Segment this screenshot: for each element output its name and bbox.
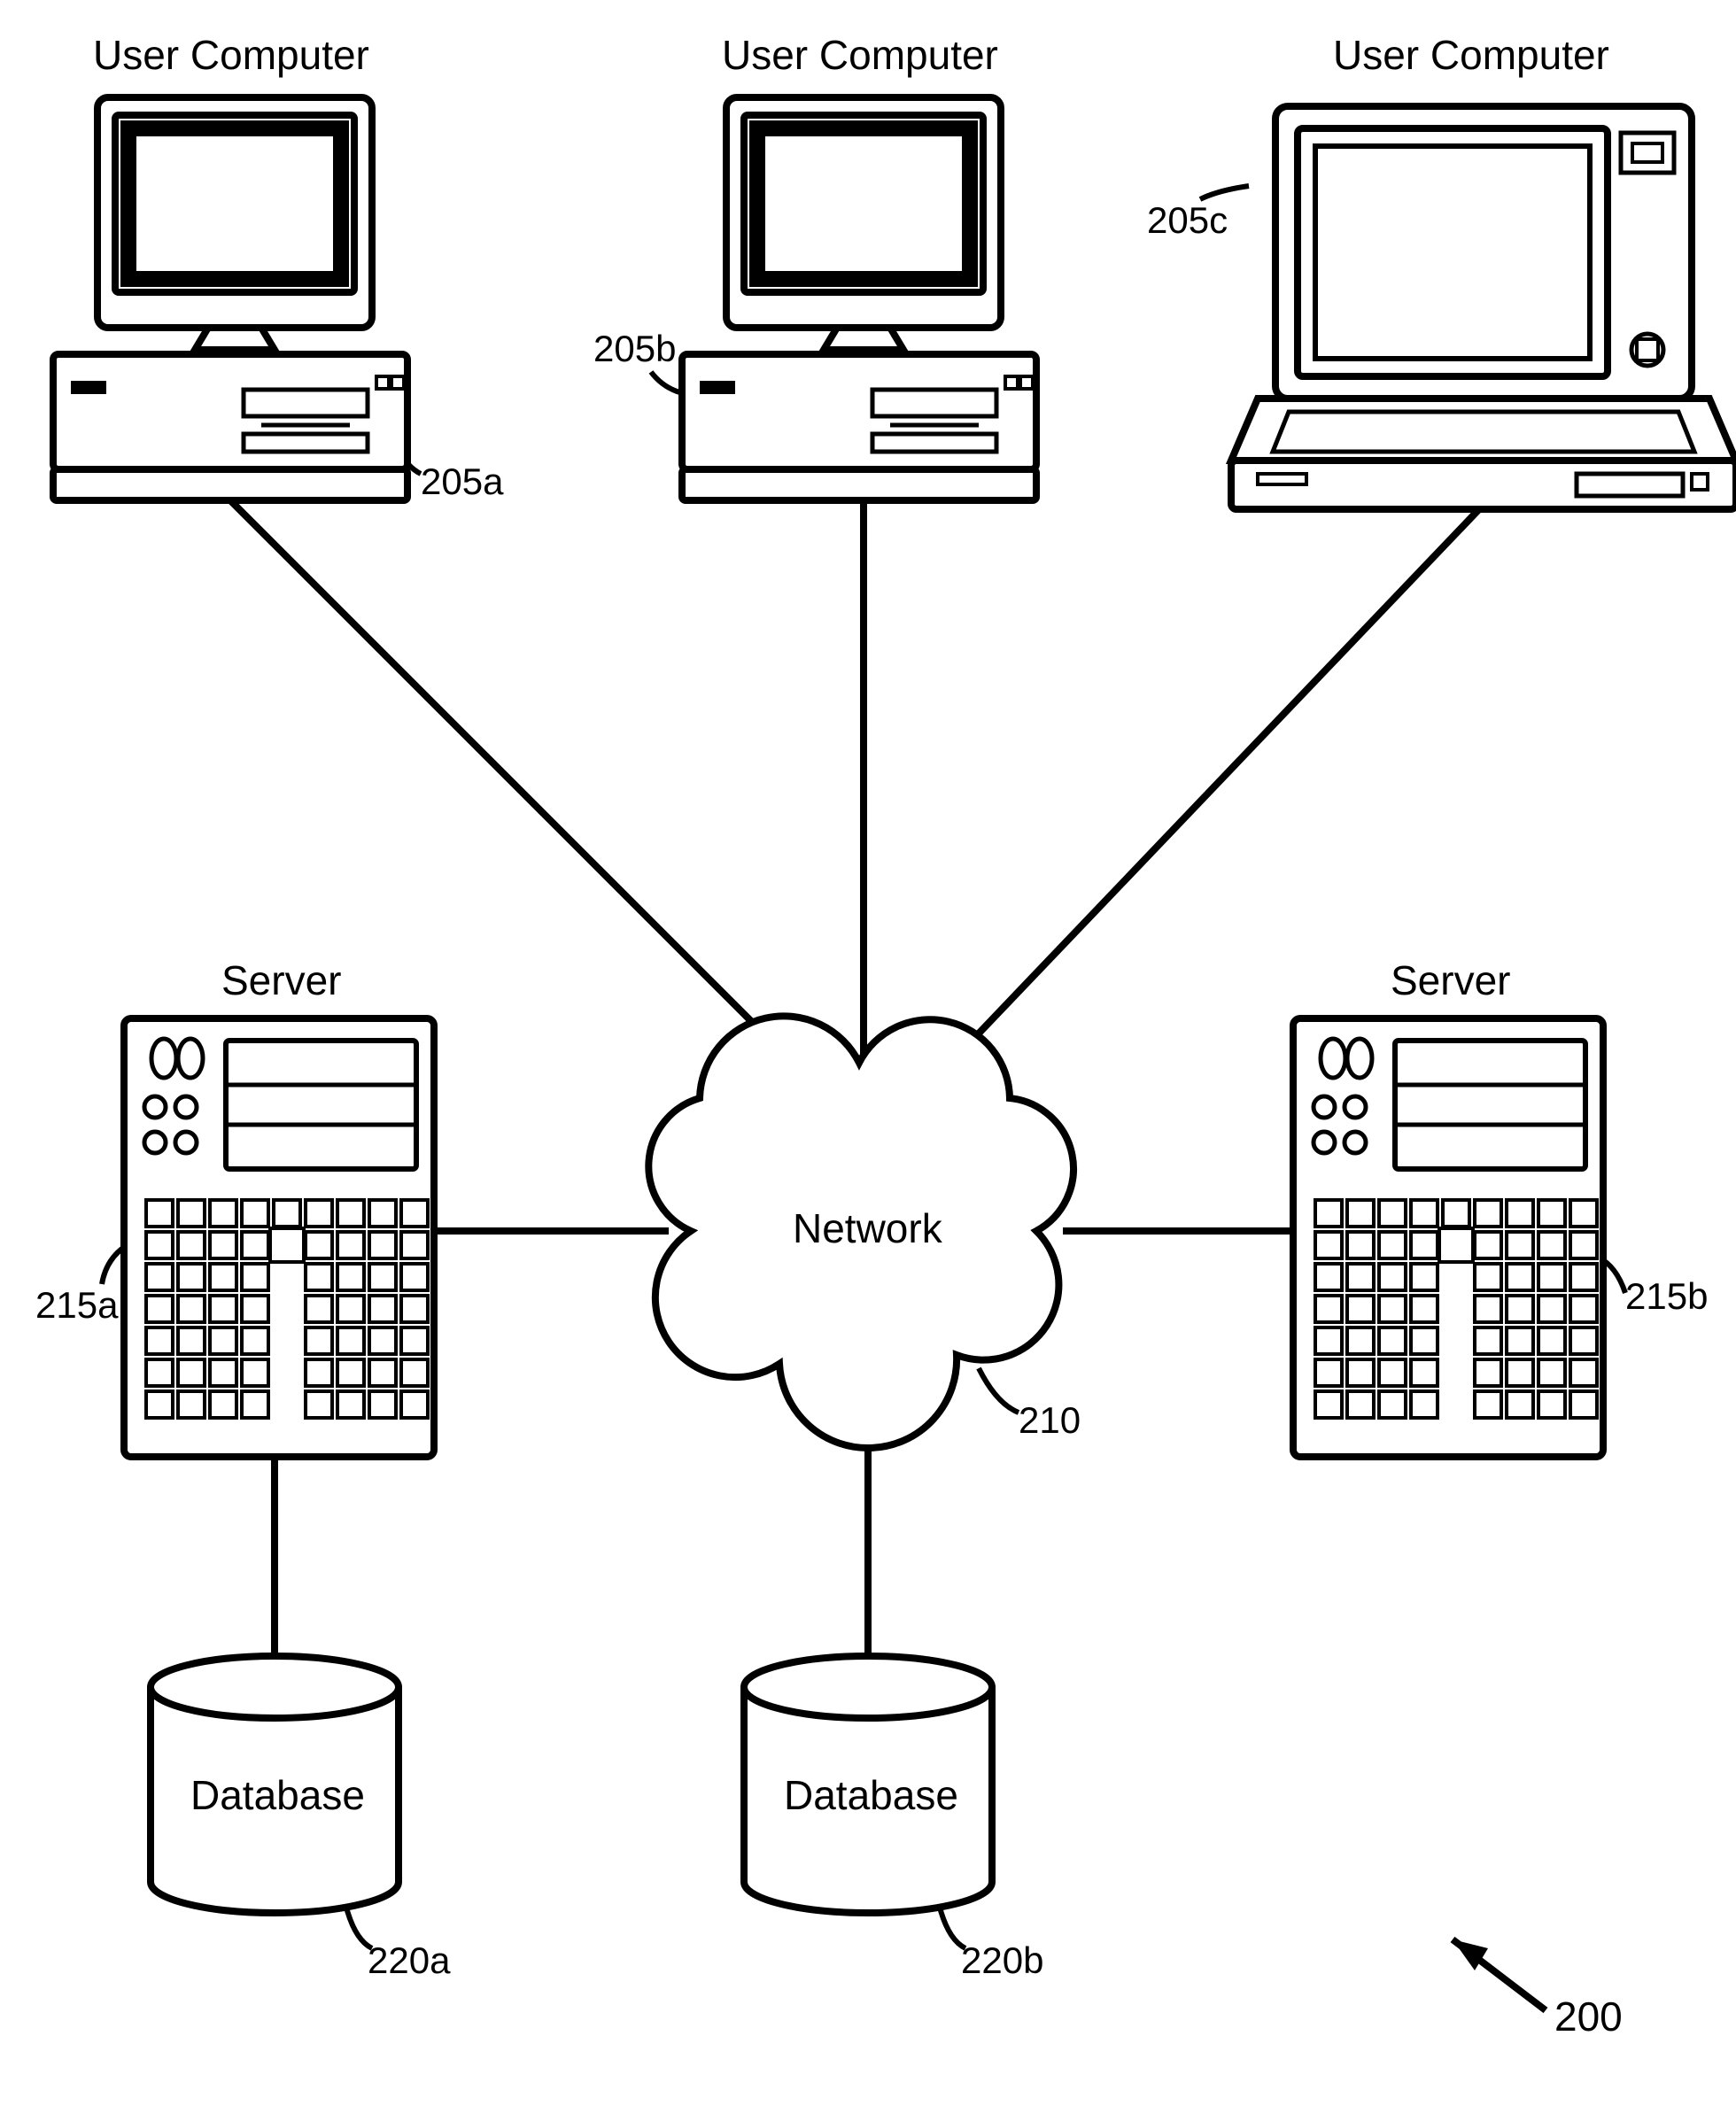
ref-215a: 215a <box>35 1284 118 1327</box>
ref-205c: 205c <box>1147 199 1228 242</box>
user-computer-b <box>682 97 1036 500</box>
user-computer-c <box>1231 106 1736 509</box>
ref-figure: 200 <box>1554 1993 1623 2040</box>
network-label: Network <box>793 1204 942 1252</box>
ref-205b: 205b <box>593 328 676 370</box>
ref-205a: 205a <box>421 461 503 503</box>
network-diagram: User Computer User Computer User Compute… <box>0 0 1736 2121</box>
server-b <box>1293 1018 1603 1457</box>
server-b-label: Server <box>1391 956 1510 1004</box>
user-computer-c-label: User Computer <box>1333 31 1609 79</box>
ref-210: 210 <box>1019 1399 1081 1442</box>
database-a-label: Database <box>190 1771 365 1819</box>
server-a-label: Server <box>221 956 341 1004</box>
ref-220a: 220a <box>368 1939 450 1982</box>
server-a <box>124 1018 434 1457</box>
database-b-label: Database <box>784 1771 958 1819</box>
user-computer-b-label: User Computer <box>722 31 998 79</box>
user-computer-a <box>53 97 407 500</box>
ref-215b: 215b <box>1625 1275 1708 1318</box>
ref-220b: 220b <box>961 1939 1043 1982</box>
user-computer-a-label: User Computer <box>93 31 369 79</box>
